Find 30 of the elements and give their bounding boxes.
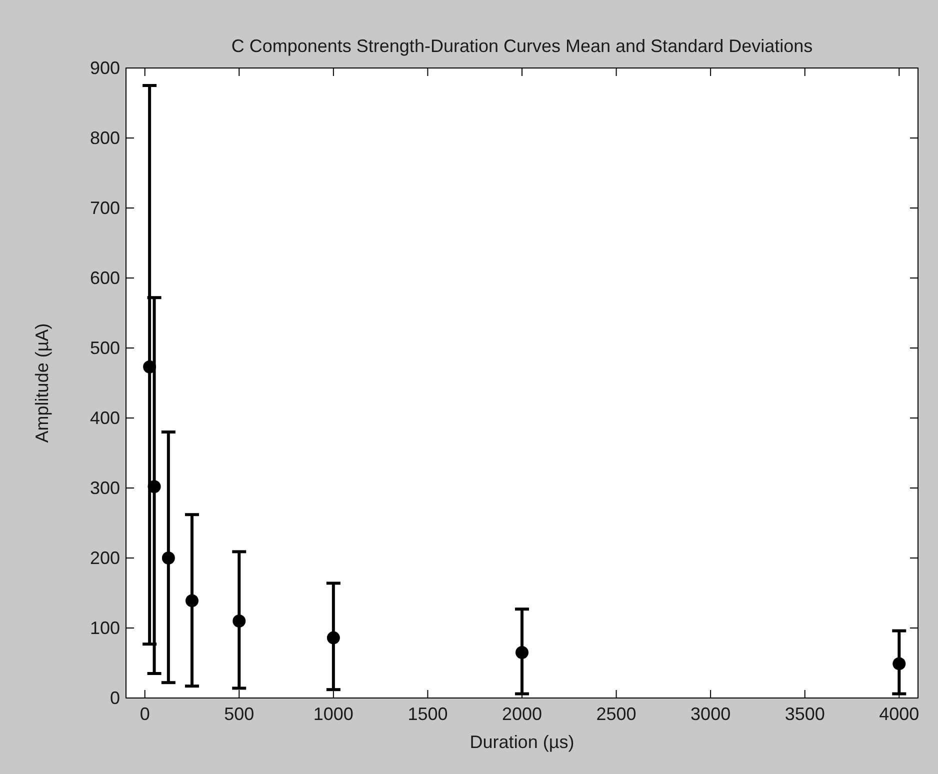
x-tick-label: 1000 — [313, 704, 354, 724]
x-tick-label: 2000 — [502, 704, 542, 724]
y-tick-label: 500 — [90, 338, 120, 358]
y-tick-label: 100 — [90, 618, 120, 638]
y-tick-label: 300 — [90, 478, 120, 498]
y-tick-label: 200 — [90, 548, 120, 568]
x-tick-label: 0 — [140, 704, 150, 724]
point — [326, 631, 340, 644]
y-tick-label: 800 — [90, 128, 120, 148]
x-tick-label: 500 — [224, 704, 254, 724]
point — [892, 657, 906, 670]
point — [186, 594, 198, 608]
y-tick-label: 900 — [90, 58, 120, 78]
x-tick-label: 1500 — [408, 704, 448, 724]
point — [148, 480, 161, 494]
y-tick-label: 0 — [110, 688, 120, 708]
point — [143, 360, 156, 374]
x-tick-label: 3500 — [784, 704, 825, 724]
x-tick-label: 2500 — [596, 704, 636, 724]
point — [516, 646, 528, 659]
x-axis-title: Duration (µs) — [470, 732, 574, 752]
y-tick-label: 700 — [90, 198, 120, 218]
point — [232, 614, 246, 628]
y-tick-label: 600 — [90, 268, 120, 288]
x-tick-label: 4000 — [879, 704, 920, 724]
point — [162, 552, 175, 564]
y-tick-label: 400 — [90, 408, 120, 428]
y-axis-title: Amplitude (µA) — [32, 323, 52, 443]
x-tick-label: 3000 — [690, 704, 731, 724]
chart-title: C Components Strength-Duration Curves Mean and Standard Deviations — [231, 36, 813, 56]
